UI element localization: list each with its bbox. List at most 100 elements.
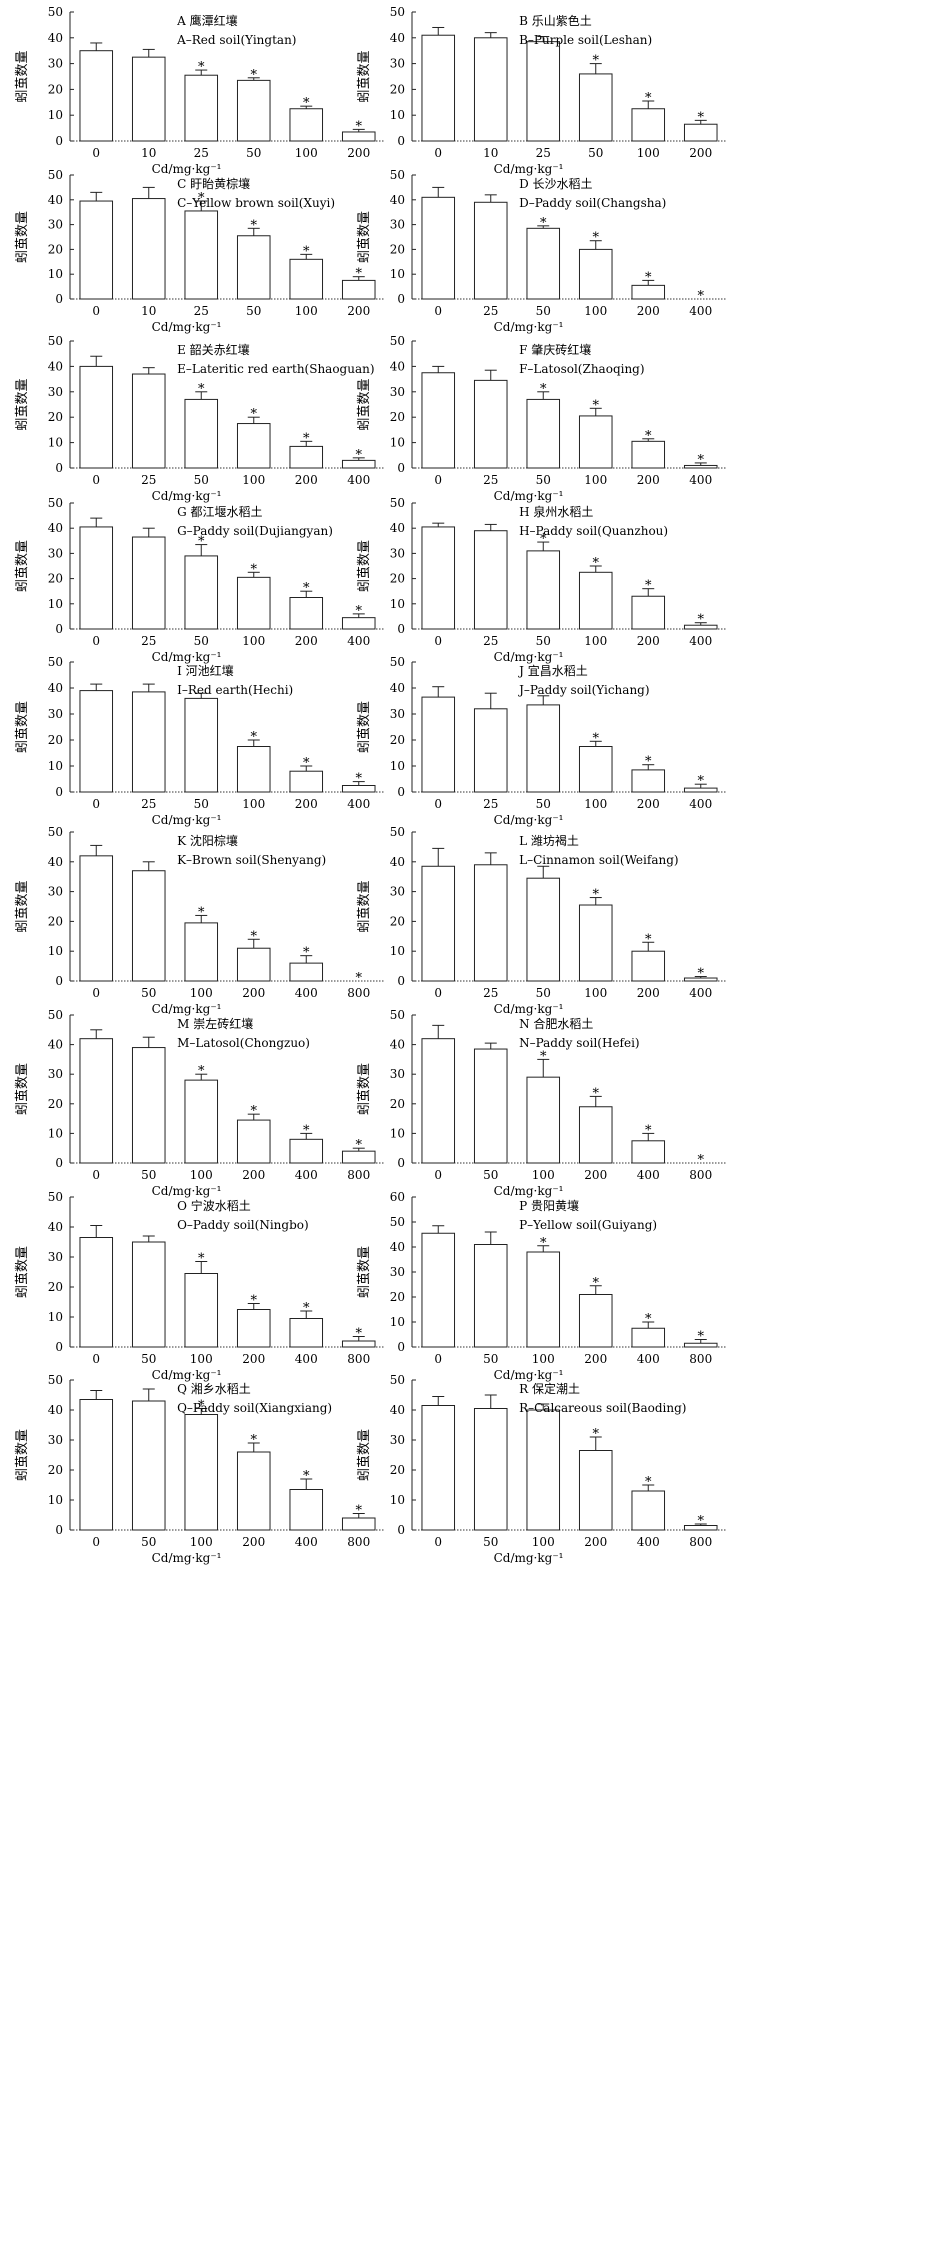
- x-tick-label: 100: [532, 1535, 555, 1549]
- y-tick-label: 30: [390, 218, 405, 232]
- y-tick-label: 30: [48, 1067, 63, 1081]
- x-tick-label: 50: [536, 634, 551, 648]
- x-tick-label: 200: [637, 473, 660, 487]
- y-tick-label: 10: [390, 944, 405, 958]
- x-tick-label: 25: [483, 986, 498, 1000]
- significance-mark: *: [251, 929, 258, 944]
- significance-mark: *: [198, 1064, 205, 1079]
- chart-title-cn: C 盱眙黄棕壤: [177, 176, 250, 191]
- y-axis-label: 蚓茧数量: [14, 211, 30, 263]
- y-axis-label: 蚓茧数量: [356, 701, 372, 753]
- bar: [578, 415, 613, 469]
- y-tick-label: 30: [390, 1433, 405, 1447]
- y-tick-label: 40: [390, 31, 405, 45]
- bar: [631, 1140, 666, 1164]
- significance-mark: *: [698, 774, 705, 789]
- y-tick-label: 0: [397, 785, 405, 799]
- x-tick-label: 200: [637, 797, 660, 811]
- x-tick-label: 200: [347, 304, 370, 318]
- y-tick-label: 30: [48, 1250, 63, 1264]
- chart-title-cn: H 泉州水稻土: [519, 505, 593, 519]
- bar: [289, 445, 324, 469]
- significance-mark: *: [198, 60, 205, 75]
- bar: [236, 746, 271, 793]
- y-tick-label: 50: [48, 5, 63, 19]
- y-tick-label: 50: [390, 1373, 405, 1387]
- x-axis-label: Cd/mg·kg⁻¹: [494, 813, 564, 827]
- x-tick-label: 50: [141, 1352, 156, 1366]
- chart-title-en: L–Cinnamon soil(Weifang): [519, 853, 678, 867]
- y-tick-label: 0: [397, 1156, 405, 1170]
- significance-mark: *: [645, 579, 652, 594]
- y-axis-label: 蚓茧数量: [356, 540, 372, 592]
- y-axis-label: 蚓茧数量: [14, 701, 30, 753]
- significance-mark: *: [540, 1049, 547, 1064]
- y-tick-label: 0: [397, 1340, 405, 1354]
- y-tick-label: 20: [48, 1463, 63, 1477]
- bar: [631, 108, 666, 142]
- chart-title-cn: N 合肥水稻土: [519, 1016, 593, 1031]
- bar: [421, 1038, 456, 1164]
- x-tick-label: 0: [92, 304, 100, 318]
- bar: [236, 1309, 271, 1348]
- y-axis-label: 蚓茧数量: [14, 880, 30, 932]
- bar: [341, 1340, 376, 1348]
- y-tick-label: 30: [48, 546, 63, 560]
- bar: [473, 1408, 508, 1531]
- significance-mark: *: [698, 1330, 705, 1345]
- significance-mark: *: [198, 1399, 205, 1414]
- x-tick-label: 10: [141, 146, 156, 160]
- y-tick-label: 20: [48, 572, 63, 586]
- chart-title-cn: B 乐山紫色土: [519, 14, 592, 28]
- x-tick-label: 0: [92, 473, 100, 487]
- y-tick-label: 10: [390, 759, 405, 773]
- x-axis-label: Cd/mg·kg⁻¹: [152, 162, 222, 176]
- bar: [578, 248, 613, 300]
- y-tick-label: 10: [390, 436, 405, 450]
- bar: [184, 697, 219, 793]
- significance-mark: *: [540, 1236, 547, 1251]
- x-tick-label: 0: [92, 146, 100, 160]
- y-axis-label: 蚓茧数量: [14, 1246, 30, 1298]
- bar: [131, 691, 166, 793]
- chart-title-en: O–Paddy soil(Ningbo): [177, 1218, 309, 1232]
- y-tick-label: 10: [390, 267, 405, 281]
- x-axis-label: Cd/mg·kg⁻¹: [494, 1368, 564, 1382]
- y-tick-label: 30: [48, 218, 63, 232]
- y-tick-label: 0: [55, 622, 63, 636]
- y-tick-label: 0: [397, 134, 405, 148]
- bar: [683, 123, 718, 142]
- bar: [578, 571, 613, 630]
- bar: [473, 379, 508, 469]
- x-tick-label: 0: [92, 797, 100, 811]
- bar: [236, 947, 271, 982]
- y-tick-label: 50: [390, 5, 405, 19]
- chart-panel-H: 0 10 20 30 40 50 蚓茧数量 0 25 * 50 * 100 * 200 * 400 Cd/mg·k…: [356, 496, 727, 664]
- bar: [289, 1489, 324, 1531]
- significance-mark: *: [251, 1294, 258, 1309]
- bar: [289, 770, 324, 793]
- bar: [79, 690, 114, 793]
- y-tick-label: 10: [48, 108, 63, 122]
- significance-mark: *: [540, 216, 547, 231]
- x-tick-label: 50: [483, 1168, 498, 1182]
- significance-mark: *: [251, 68, 258, 83]
- bar: [289, 108, 324, 142]
- y-tick-label: 10: [48, 759, 63, 773]
- significance-mark: *: [698, 613, 705, 628]
- bar: [236, 235, 271, 300]
- y-axis-label: 蚓茧数量: [356, 880, 372, 932]
- x-tick-label: 800: [347, 1535, 370, 1549]
- significance-mark: *: [593, 888, 600, 903]
- chart-panel-G: 0 10 20 30 40 50 蚓茧数量 0 25 * 50 * 100 * 200 * 400 Cd/mg·k…: [14, 496, 385, 664]
- x-tick-label: 400: [689, 986, 712, 1000]
- y-axis-label: 蚓茧数量: [356, 1063, 372, 1115]
- bar: [578, 1450, 613, 1531]
- chart-title-en: K–Brown soil(Shenyang): [177, 853, 326, 867]
- chart-title-cn: O 宁波水稻土: [177, 1198, 251, 1213]
- bar: [526, 1076, 561, 1164]
- bar: [473, 201, 508, 300]
- x-tick-label: 10: [483, 146, 498, 160]
- x-tick-label: 400: [637, 1168, 660, 1182]
- x-tick-label: 100: [584, 797, 607, 811]
